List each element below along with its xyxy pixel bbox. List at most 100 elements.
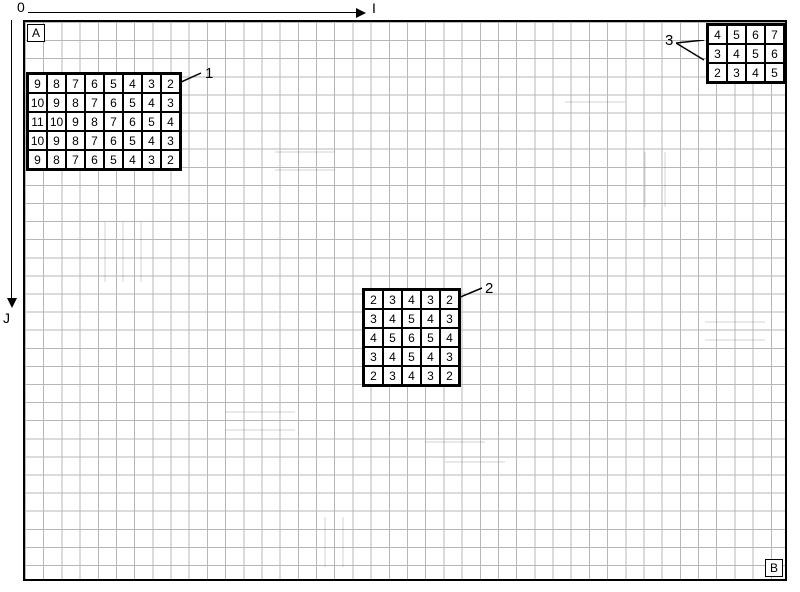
callout-1-leader [179,71,205,83]
matrix-cell: 4 [383,347,402,366]
matrix-3: 456734562345 [706,23,786,84]
matrix-cell: 5 [104,150,123,169]
matrix-cell: 5 [123,93,142,112]
matrix-row: 1110987654 [28,112,180,131]
callout-1-label: 1 [205,65,213,82]
matrix-cell: 5 [727,25,746,44]
j-axis-arrow [11,20,12,300]
matrix-cell: 4 [123,150,142,169]
matrix-cell: 2 [161,150,180,169]
i-axis-label: I [372,0,376,16]
callout-2-label: 2 [485,280,493,297]
matrix-cell: 3 [383,366,402,385]
matrix-row: 45654 [364,328,459,347]
matrix-cell: 4 [746,63,765,82]
matrix-cell: 6 [104,93,123,112]
matrix-cell: 4 [402,366,421,385]
matrix-cell: 5 [142,112,161,131]
matrix-cell: 9 [28,74,47,93]
matrix-row: 23432 [364,366,459,385]
matrix-cell: 6 [123,112,142,131]
matrix-cell: 6 [85,150,104,169]
matrix-cell: 5 [421,328,440,347]
matrix-cell: 5 [746,44,765,63]
matrix-cell: 4 [708,25,727,44]
matrix-cell: 8 [47,150,66,169]
matrix-row: 109876543 [28,93,180,112]
matrix-cell: 9 [28,150,47,169]
callout-3-label: 3 [665,32,673,49]
matrix-cell: 3 [161,93,180,112]
matrix-cell: 10 [28,131,47,150]
matrix-cell: 6 [746,25,765,44]
matrix-cell: 3 [440,309,459,328]
matrix-cell: 9 [47,93,66,112]
matrix-cell: 2 [708,63,727,82]
matrix-cell: 4 [727,44,746,63]
matrix-cell: 7 [66,150,85,169]
matrix-cell: 5 [765,63,784,82]
matrix-cell: 2 [440,290,459,309]
matrix-cell: 3 [383,290,402,309]
matrix-cell: 2 [161,74,180,93]
matrix-row: 2345 [708,63,784,82]
matrix-cell: 6 [402,328,421,347]
matrix-row: 34543 [364,309,459,328]
matrix-cell: 5 [123,131,142,150]
matrix-cell: 4 [421,347,440,366]
matrix-cell: 7 [66,74,85,93]
matrix-cell: 3 [421,290,440,309]
matrix-row: 4567 [708,25,784,44]
matrix-cell: 8 [85,112,104,131]
matrix-cell: 4 [123,74,142,93]
matrix-cell: 3 [364,347,383,366]
matrix-cell: 3 [142,150,161,169]
corner-b-label: B [765,559,783,577]
matrix-cell: 2 [440,366,459,385]
matrix-cell: 3 [161,131,180,150]
matrix-cell: 10 [28,93,47,112]
matrix-cell: 3 [727,63,746,82]
matrix-cell: 4 [383,309,402,328]
matrix-row: 3456 [708,44,784,63]
matrix-cell: 3 [440,347,459,366]
matrix-cell: 4 [440,328,459,347]
matrix-row: 23432 [364,290,459,309]
matrix-cell: 7 [85,93,104,112]
matrix-cell: 7 [104,112,123,131]
matrix-cell: 6 [85,74,104,93]
matrix-row: 98765432 [28,150,180,169]
matrix-cell: 2 [364,290,383,309]
matrix-cell: 5 [402,309,421,328]
matrix-cell: 5 [383,328,402,347]
matrix-cell: 9 [47,131,66,150]
matrix-cell: 3 [708,44,727,63]
matrix-cell: 2 [364,366,383,385]
matrix-row: 98765432 [28,74,180,93]
matrix-cell: 10 [47,112,66,131]
matrix-1: 9876543210987654311109876541098765439876… [26,72,182,171]
origin-label: 0 [17,0,25,15]
matrix-cell: 4 [161,112,180,131]
matrix-cell: 7 [765,25,784,44]
matrix-cell: 3 [421,366,440,385]
matrix-row: 34543 [364,347,459,366]
matrix-cell: 7 [85,131,104,150]
callout-2-leader [458,286,484,298]
matrix-cell: 4 [142,93,161,112]
matrix-row: 109876543 [28,131,180,150]
matrix-cell: 5 [402,347,421,366]
matrix-cell: 11 [28,112,47,131]
matrix-2: 2343234543456543454323432 [362,288,461,387]
i-axis-arrow [28,12,358,13]
corner-a-label: A [27,24,45,42]
matrix-cell: 4 [421,309,440,328]
matrix-cell: 4 [142,131,161,150]
matrix-cell: 8 [47,74,66,93]
matrix-cell: 3 [142,74,161,93]
matrix-cell: 4 [364,328,383,347]
callout-3-leader [676,40,706,62]
matrix-cell: 3 [364,309,383,328]
matrix-cell: 5 [104,74,123,93]
matrix-cell: 8 [66,131,85,150]
